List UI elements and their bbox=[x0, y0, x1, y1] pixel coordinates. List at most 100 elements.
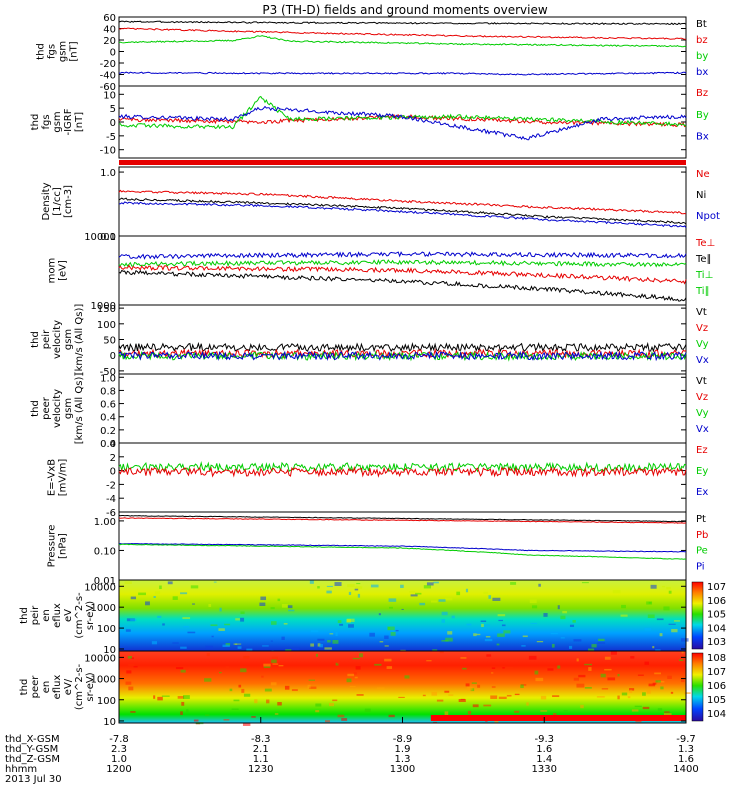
spectrogram-cell bbox=[219, 671, 222, 674]
ephem-value: 1.4 bbox=[536, 754, 552, 765]
spectrogram-cell bbox=[520, 684, 524, 689]
spectrogram-cell bbox=[359, 653, 363, 658]
spectrogram-cell bbox=[655, 680, 661, 683]
spectrogram-cell bbox=[183, 695, 190, 699]
y-tick-label: 1.00 bbox=[94, 517, 116, 528]
spectrogram-cell bbox=[370, 584, 379, 588]
legend-entry: Pt bbox=[696, 514, 706, 525]
legend-entry: Bz bbox=[696, 88, 708, 99]
spectrogram-cell bbox=[243, 693, 251, 697]
y-axis-label: [km/s (All Qs)] bbox=[74, 373, 85, 445]
y-axis-label: fgs bbox=[47, 44, 58, 59]
spectrogram-cell bbox=[634, 705, 642, 708]
spectrogram-cell bbox=[484, 626, 487, 630]
colorbar-tick-label: 105 bbox=[707, 610, 726, 621]
spectrogram-cell bbox=[444, 690, 450, 693]
spectrogram-cell bbox=[125, 629, 131, 632]
spectrogram-cell bbox=[270, 607, 275, 610]
series-line-Ez bbox=[118, 466, 687, 478]
y-tick-label: 0.6 bbox=[100, 400, 116, 411]
colorbar bbox=[691, 652, 704, 722]
spectrogram-cell bbox=[356, 694, 364, 696]
spectrogram-cell bbox=[431, 691, 438, 696]
spectrogram-cell bbox=[521, 645, 526, 647]
y-tick-label: 40 bbox=[103, 25, 116, 36]
spectrogram-cell bbox=[514, 710, 520, 713]
spectrogram-cell bbox=[438, 599, 446, 602]
spectrogram-cell bbox=[364, 708, 371, 712]
spectrogram-cell bbox=[384, 645, 389, 647]
y-axis-label: thd bbox=[30, 114, 41, 131]
y-tick-label: -2 bbox=[106, 480, 116, 491]
spectrogram-cell bbox=[419, 602, 426, 606]
spectrogram-cell bbox=[426, 660, 432, 662]
spectrogram-cell bbox=[621, 604, 626, 609]
spectrogram-cell bbox=[161, 695, 170, 697]
spectrogram-cell bbox=[563, 710, 568, 712]
spectrogram-cell bbox=[562, 610, 567, 614]
spectrogram-cell bbox=[309, 686, 317, 689]
y-tick-label: 1.0 bbox=[100, 168, 116, 179]
series-line-Bt bbox=[118, 20, 687, 26]
spectrogram-cell bbox=[668, 590, 672, 594]
spectrogram-cell bbox=[317, 586, 320, 589]
spectrogram-cell bbox=[444, 711, 449, 716]
panel-8: 1.00 0.10 0.01 Pressure [nPa] Pt Pb Pe Pi bbox=[47, 511, 708, 587]
spectrogram-cell bbox=[187, 631, 196, 634]
legend-entry: bx bbox=[696, 67, 708, 78]
spectrogram-cell bbox=[576, 658, 579, 662]
flag-bar bbox=[119, 160, 686, 165]
spectrogram-cell bbox=[324, 720, 330, 723]
ephem-value: 1400 bbox=[673, 764, 698, 775]
spectrogram-cell bbox=[347, 584, 355, 588]
spectrogram-cell bbox=[308, 679, 316, 681]
spectrogram-cell bbox=[183, 626, 189, 628]
spectrogram-cell bbox=[642, 692, 646, 696]
spectrogram-cell bbox=[339, 623, 344, 626]
y-tick-label: 0 bbox=[110, 467, 116, 478]
spectrogram-cell bbox=[670, 691, 674, 694]
spectrogram-cell bbox=[441, 640, 449, 642]
spectrogram-cell bbox=[505, 666, 513, 670]
spectrogram-cell bbox=[335, 632, 338, 637]
spectrogram-cell bbox=[552, 695, 560, 697]
legend-entry: Ne bbox=[696, 169, 710, 180]
y-axis-label: [1/cc] bbox=[52, 187, 63, 216]
spectrogram-cell bbox=[270, 640, 273, 642]
spectrogram-cell bbox=[384, 658, 392, 662]
spectrogram-cell bbox=[310, 630, 319, 633]
spectrogram-cell bbox=[490, 695, 498, 699]
legend-entry: Vt bbox=[696, 307, 707, 318]
spectrogram-cell bbox=[630, 656, 635, 659]
ephem-label-y: thd_Y-GSM bbox=[5, 744, 58, 755]
spectrogram-cell bbox=[390, 631, 396, 636]
y-tick-label: 100 bbox=[97, 624, 116, 635]
spectrogram-cell bbox=[124, 581, 132, 584]
spectrogram-cell bbox=[657, 708, 663, 711]
spectrogram-cell bbox=[501, 624, 506, 627]
spectrogram-cell bbox=[271, 659, 277, 663]
spectrogram-cell bbox=[503, 630, 511, 634]
spectrogram-cell bbox=[387, 626, 395, 631]
spectrogram-cell bbox=[560, 615, 566, 620]
y-tick-label: -4 bbox=[106, 494, 116, 505]
spectrogram-cell bbox=[329, 633, 334, 635]
spectrogram-cell bbox=[263, 663, 271, 667]
spectrogram-cell bbox=[246, 648, 253, 651]
spectrogram-cell bbox=[540, 710, 548, 712]
y-tick-label: -10 bbox=[100, 146, 116, 157]
spectrogram-cell bbox=[560, 637, 565, 639]
ephem-value: -9.7 bbox=[676, 734, 696, 745]
y-axis-label: gsm bbox=[58, 41, 69, 62]
y-axis-label: velocity bbox=[52, 320, 63, 359]
y-tick-label: 0.01 bbox=[94, 576, 116, 587]
ephem-value: 1230 bbox=[248, 764, 273, 775]
spectrogram-band bbox=[430, 715, 686, 721]
spectrogram-cell bbox=[208, 604, 212, 607]
ephem-value: 1300 bbox=[390, 764, 415, 775]
ephem-value: 1.6 bbox=[678, 754, 694, 765]
series-line-Bx bbox=[118, 105, 687, 141]
colorbar-tick-label: 104 bbox=[707, 709, 726, 720]
